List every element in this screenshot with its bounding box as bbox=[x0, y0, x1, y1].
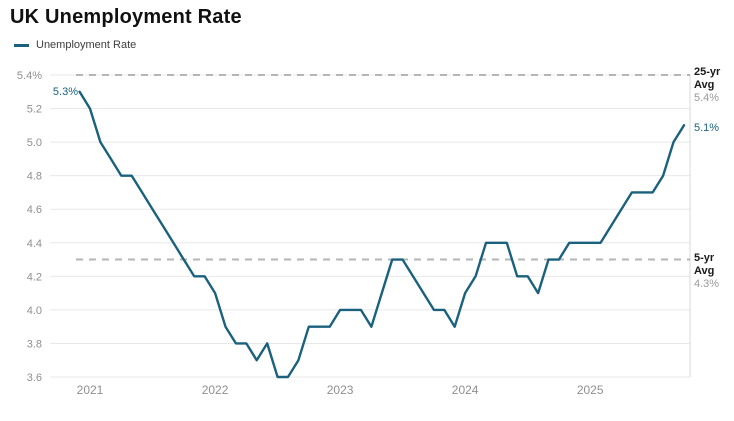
y-tick-label: 4.0 bbox=[27, 305, 42, 317]
x-tick-label: 2021 bbox=[77, 383, 104, 397]
avg-5yr-annotation: 5-yr Avg 4.3% bbox=[694, 252, 719, 291]
y-tick-label: 4.8 bbox=[27, 171, 42, 183]
y-tick-label: 4.4 bbox=[27, 238, 42, 250]
y-tick-label: 3.8 bbox=[27, 338, 42, 350]
legend-line-swatch-icon bbox=[14, 43, 29, 47]
y-tick-label: 4.2 bbox=[27, 271, 42, 283]
avg-5yr-title-line1: 5-yr bbox=[694, 252, 715, 264]
chart-title: UK Unemployment Rate bbox=[10, 6, 242, 28]
y-tick-label: 5.4% bbox=[17, 70, 42, 82]
avg-25yr-title-line1: 25-yr bbox=[694, 66, 721, 78]
y-tick-label: 4.6 bbox=[27, 204, 42, 216]
legend-label: Unemployment Rate bbox=[36, 39, 137, 51]
legend[interactable]: Unemployment Rate bbox=[14, 39, 136, 51]
avg-25yr-annotation: 25-yr Avg 5.4% bbox=[694, 66, 720, 105]
unemployment-rate-line-series[interactable] bbox=[78, 90, 686, 379]
x-tick-label: 2024 bbox=[452, 383, 479, 397]
x-tick-label: 2025 bbox=[577, 383, 604, 397]
avg-25yr-value: 5.4% bbox=[694, 92, 720, 104]
avg-5yr-value: 4.3% bbox=[694, 278, 720, 290]
start-value-label: 5.3% bbox=[52, 86, 78, 98]
avg-5yr-title-line2: Avg bbox=[694, 265, 715, 277]
end-value-label: 5.1% bbox=[694, 122, 720, 134]
y-tick-label: 3.6 bbox=[27, 372, 42, 384]
y-tick-label: 5.2 bbox=[27, 104, 42, 116]
x-tick-label: 2023 bbox=[327, 383, 354, 397]
x-tick-label: 2022 bbox=[202, 383, 229, 397]
y-tick-label: 5.0 bbox=[27, 137, 42, 149]
avg-25yr-title-line2: Avg bbox=[694, 79, 715, 91]
